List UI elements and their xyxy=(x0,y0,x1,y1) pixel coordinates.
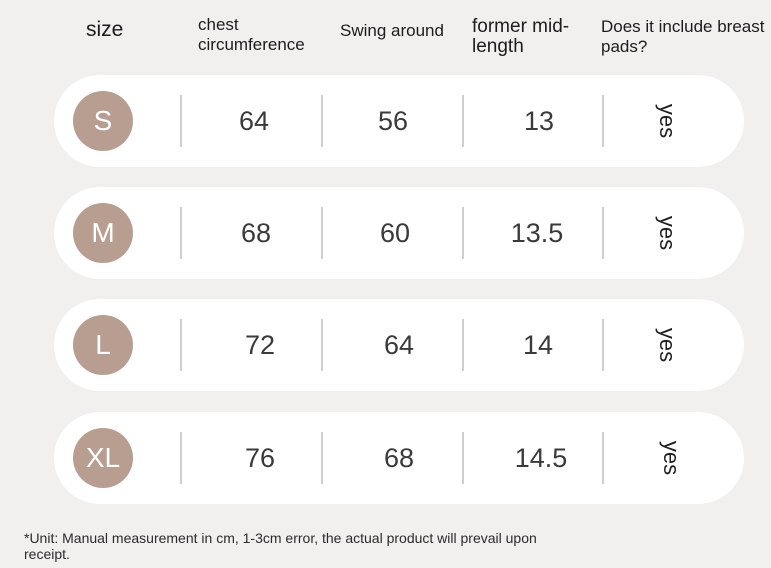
header-size: size xyxy=(86,18,124,41)
table-row-m: M 68 60 13.5 yes xyxy=(54,187,744,279)
column-divider xyxy=(180,207,182,259)
breast-pads-value: yes xyxy=(655,327,680,363)
header-breast-pads: Does it include breast pads? xyxy=(601,17,765,56)
breast-pads-value: yes xyxy=(655,103,680,139)
table-row-s: S 64 56 13 yes xyxy=(54,75,744,167)
chest-value: 68 xyxy=(240,218,272,248)
column-divider xyxy=(462,319,464,371)
mid-length-value: 14.5 xyxy=(514,443,568,473)
column-divider xyxy=(462,432,464,484)
column-divider xyxy=(321,95,323,147)
chest-value: 64 xyxy=(238,106,270,136)
table-row-l: L 72 64 14 yes xyxy=(54,299,744,391)
column-divider xyxy=(180,319,182,371)
mid-length-value: 13.5 xyxy=(510,218,564,248)
header-swing-around: Swing around xyxy=(340,21,444,40)
swing-value: 60 xyxy=(379,218,411,248)
column-divider xyxy=(321,432,323,484)
size-badge: S xyxy=(73,91,133,151)
header-chest-circumference: chest circumference xyxy=(198,15,305,54)
column-divider xyxy=(602,95,604,147)
column-divider xyxy=(602,207,604,259)
size-badge: XL xyxy=(73,428,133,488)
chest-value: 76 xyxy=(244,443,276,473)
swing-value: 68 xyxy=(383,443,415,473)
mid-length-value: 13 xyxy=(523,106,555,136)
column-divider xyxy=(180,95,182,147)
column-divider xyxy=(321,207,323,259)
size-badge: L xyxy=(73,315,133,375)
table-row-xl: XL 76 68 14.5 yes xyxy=(54,412,744,504)
mid-length-value: 14 xyxy=(522,330,554,360)
column-divider xyxy=(462,95,464,147)
column-divider xyxy=(321,319,323,371)
swing-value: 56 xyxy=(377,106,409,136)
footnote: *Unit: Manual measurement in cm, 1-3cm e… xyxy=(24,530,537,562)
column-divider xyxy=(180,432,182,484)
column-divider xyxy=(602,319,604,371)
swing-value: 64 xyxy=(383,330,415,360)
size-badge: M xyxy=(73,203,133,263)
breast-pads-value: yes xyxy=(655,215,680,251)
chest-value: 72 xyxy=(244,330,276,360)
header-mid-length: former mid-length xyxy=(472,16,570,57)
breast-pads-value: yes xyxy=(659,440,684,476)
table-header: size chest circumference Swing around fo… xyxy=(0,0,771,70)
column-divider xyxy=(602,432,604,484)
column-divider xyxy=(462,207,464,259)
